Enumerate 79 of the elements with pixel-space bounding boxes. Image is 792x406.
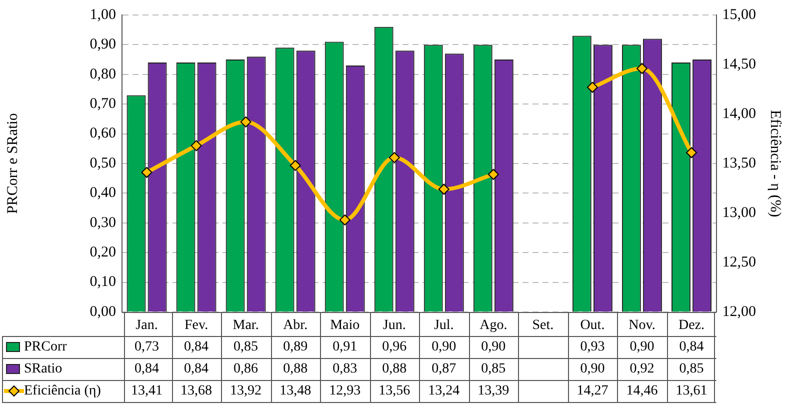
point	[488, 168, 499, 180]
data-label: 12,93	[329, 384, 361, 399]
point	[636, 62, 648, 74]
data-label: 0,90	[580, 362, 605, 377]
data-label: 0,84	[184, 362, 209, 377]
x-tick-label: Mar.	[232, 318, 259, 334]
y2-axis-title: Eficiência - η (%)	[767, 110, 784, 218]
y-tick-label: 0,00	[90, 304, 116, 320]
legend-label: Eficiência (η)	[24, 384, 102, 399]
data-label: 0,85	[234, 340, 258, 355]
y-tick-label: 0,20	[90, 244, 116, 261]
data-label: 0,90	[432, 340, 456, 355]
data-label: 0,88	[283, 362, 308, 377]
point	[438, 184, 450, 195]
x-tick-label: Maio	[330, 318, 360, 334]
y2-tick-label: 12,50	[722, 254, 756, 270]
data-label: 13,48	[280, 384, 312, 399]
y-tick-label: 0,40	[90, 185, 116, 202]
legend-label: PRCorr	[24, 340, 68, 355]
data-label: 13,39	[478, 384, 510, 399]
data-label: 0,73	[134, 340, 160, 355]
y2-tick-label: 14,50	[722, 56, 756, 72]
data-label: 0,86	[234, 362, 258, 377]
point	[290, 160, 301, 171]
point	[190, 140, 202, 152]
y-tick-label: 0,50	[90, 155, 116, 172]
data-label: 0,84	[679, 340, 704, 355]
data-label: 13,56	[378, 384, 410, 399]
point	[240, 116, 252, 128]
y2-tick-label: 14,00	[722, 106, 756, 122]
data-label: 14,46	[626, 384, 658, 399]
y-tick-label: 0,80	[90, 66, 116, 82]
data-label: 0,92	[630, 362, 654, 377]
x-tick-label: Dez.	[678, 318, 705, 334]
data-label: 13,41	[131, 384, 163, 399]
data-label: 13,24	[428, 384, 460, 399]
legend-label: SRatio	[24, 362, 62, 377]
y2-tick-label: 12,00	[722, 304, 756, 320]
data-label: 0,83	[332, 362, 358, 377]
y-tick-label: 1,00	[90, 6, 116, 23]
x-tick-label: Jun.	[382, 318, 406, 334]
x-tick-label: Jul.	[434, 318, 454, 334]
data-label: 0,84	[184, 340, 209, 355]
data-label: 14,27	[576, 384, 608, 399]
point	[141, 166, 152, 178]
x-tick-label: Abr.	[283, 318, 308, 334]
data-label: 0,85	[679, 362, 704, 377]
data-label: 0,90	[481, 340, 506, 355]
x-tick-label: Jan.	[136, 318, 158, 334]
x-tick-label: Nov.	[628, 318, 656, 334]
data-label: 0,89	[283, 340, 308, 355]
data-label: 0,87	[432, 362, 456, 377]
y-tick-label: 0,60	[90, 126, 116, 142]
y-tick-label: 0,30	[90, 214, 116, 231]
y-tick-label: 0,90	[90, 36, 116, 53]
data-label: 13,61	[676, 384, 708, 399]
y-tick-label: 0,70	[90, 96, 116, 112]
point	[388, 152, 400, 164]
data-label: 0,91	[332, 340, 358, 355]
data-label: 13,68	[180, 384, 212, 399]
point	[586, 82, 598, 93]
data-label: 0,93	[580, 340, 605, 355]
y2-tick-label: 15,00	[722, 6, 756, 23]
y-tick-label: 0,10	[90, 274, 116, 290]
x-tick-label: Fev.	[184, 318, 208, 334]
x-tick-label: Out.	[580, 318, 605, 334]
data-label: 0,84	[134, 362, 160, 377]
point	[686, 147, 697, 158]
y2-tick-label: 13,00	[722, 204, 756, 221]
data-label: 0,96	[382, 340, 407, 355]
data-label: 0,90	[630, 340, 654, 355]
data-label: 0,85	[481, 362, 506, 377]
point	[339, 214, 350, 226]
x-tick-label: Set.	[532, 318, 554, 334]
y2-tick-label: 13,50	[722, 155, 756, 172]
data-label: 0,88	[382, 362, 407, 377]
y-axis-title: PRCorr e SRatio	[4, 113, 21, 214]
data-label: 13,92	[230, 384, 262, 399]
x-tick-label: Ago.	[480, 318, 508, 334]
